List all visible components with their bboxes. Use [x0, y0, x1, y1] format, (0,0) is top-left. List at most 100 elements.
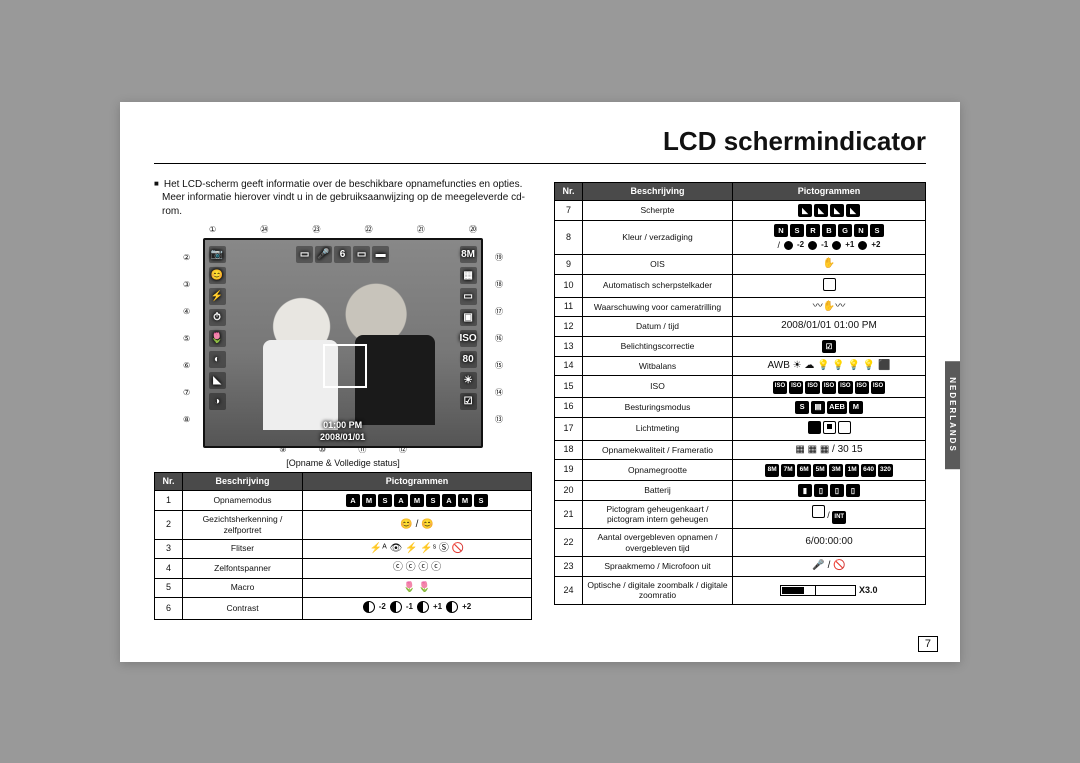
nr-cell: 17	[555, 417, 583, 440]
nr-cell: 6	[155, 598, 183, 620]
nr-cell: 8	[555, 220, 583, 254]
desc-cell: ISO	[583, 376, 733, 397]
nr-cell: 9	[555, 255, 583, 275]
desc-cell: Opnamekwaliteit / Frameratio	[583, 440, 733, 460]
desc-cell: Lichtmeting	[583, 417, 733, 440]
desc-cell: Batterij	[583, 480, 733, 500]
desc-cell: Opnamemodus	[183, 491, 303, 511]
callout-number: ㉓	[312, 226, 320, 234]
table-header: Pictogrammen	[733, 182, 926, 200]
callout-number: ㉒	[365, 226, 373, 234]
table-row: 13Belichtingscorrectie☑	[555, 336, 926, 356]
nr-cell: 1	[155, 491, 183, 511]
table-row: 6Contrast-2-1+1+2	[155, 598, 532, 620]
table-row: 20Batterij▮▯▯▯	[555, 480, 926, 500]
table-row: 23Spraakmemo / Microfoon uit🎤 / 🚫	[555, 557, 926, 577]
table-row: 11Waarschuwing voor cameratrilling〰✋〰	[555, 297, 926, 317]
callout-number: ④	[183, 308, 190, 316]
nr-cell: 22	[555, 529, 583, 557]
desc-cell: Gezichtsherkenning / zelfportret	[183, 511, 303, 539]
desc-cell: OIS	[583, 255, 733, 275]
picto-cell: 🎤 / 🚫	[733, 557, 926, 577]
desc-cell: Automatisch scherpstelkader	[583, 274, 733, 297]
desc-cell: Aantal overgebleven opnamen / overgeblev…	[583, 529, 733, 557]
nr-cell: 5	[155, 578, 183, 598]
picto-cell: ☑	[733, 336, 926, 356]
callout-number: ③	[183, 281, 190, 289]
desc-cell: Macro	[183, 578, 303, 598]
nr-cell: 23	[555, 557, 583, 577]
manual-page: NEDERLANDS LCD schermindicator Het LCD-s…	[120, 102, 960, 662]
callout-number: ⑮	[495, 362, 503, 370]
nr-cell: 7	[555, 200, 583, 220]
desc-cell: Zelfontspanner	[183, 559, 303, 579]
picto-cell: AWB ☀ ☁ 💡 💡 💡 💡 ⬛	[733, 356, 926, 376]
desc-cell: Pictogram geheugenkaart / pictogram inte…	[583, 500, 733, 528]
desc-cell: Flitser	[183, 539, 303, 559]
table-row: 18Opnamekwaliteit / Frameratio▦ ▦ ▦ / 30…	[555, 440, 926, 460]
desc-cell: Scherpte	[583, 200, 733, 220]
nr-cell: 18	[555, 440, 583, 460]
picto-cell: 2008/01/01 01:00 PM	[733, 317, 926, 337]
picto-cell: 8M7M6M5M3M1M640320	[733, 460, 926, 481]
callout-number: ⑤	[183, 335, 190, 343]
callout-number: ⑥	[183, 362, 190, 370]
table-row: 8Kleur / verzadigingNSRBGNS/ -2 -1 +1 +2	[555, 220, 926, 254]
nr-cell: 16	[555, 397, 583, 417]
callout-number: ㉔	[260, 226, 268, 234]
picto-cell: ⚡ᴬ 👁 ⚡ ⚡ˢ Ⓢ 🚫	[303, 539, 532, 559]
table-row: 10Automatisch scherpstelkader	[555, 274, 926, 297]
page-title: LCD schermindicator	[154, 126, 926, 164]
table-row: 24Optische / digitale zoombalk / digital…	[555, 576, 926, 604]
osd-left-icons: 📷😊⚡⏱🌷◐◣◑	[209, 246, 226, 410]
table-row: 9OIS✋	[555, 255, 926, 275]
nr-cell: 14	[555, 356, 583, 376]
picto-cell: 〰✋〰	[733, 297, 926, 317]
nr-cell: 4	[155, 559, 183, 579]
table-row: 12Datum / tijd2008/01/01 01:00 PM	[555, 317, 926, 337]
language-tab: NEDERLANDS	[945, 361, 960, 469]
right-column: Nr.BeschrijvingPictogrammen7Scherpte◣◣◣◣…	[554, 178, 926, 621]
table-header: Nr.	[155, 473, 183, 491]
nr-cell: 10	[555, 274, 583, 297]
desc-cell: Besturingsmodus	[583, 397, 733, 417]
callout-number: ⑧	[183, 416, 190, 424]
desc-cell: Spraakmemo / Microfoon uit	[583, 557, 733, 577]
table-row: 17Lichtmeting	[555, 417, 926, 440]
lcd-screen-mock: 📷😊⚡⏱🌷◐◣◑ ▭ 🎤 6 ▭ ▬ 8M ▦ ▭	[203, 238, 483, 448]
desc-cell: Opnamegrootte	[583, 460, 733, 481]
callout-number: ㉑	[417, 226, 425, 234]
intro-text: Het LCD-scherm geeft informatie over de …	[154, 178, 532, 219]
desc-cell: Belichtingscorrectie	[583, 336, 733, 356]
desc-cell: Waarschuwing voor cameratrilling	[583, 297, 733, 317]
table-header: Pictogrammen	[303, 473, 532, 491]
callout-number: ⑰	[495, 308, 503, 316]
picto-cell: 🌷 🌷	[303, 578, 532, 598]
af-frame	[323, 344, 367, 388]
desc-cell: Optische / digitale zoombalk / digitale …	[583, 576, 733, 604]
callout-number: ⑬	[495, 416, 503, 424]
table-row: 5Macro🌷 🌷	[155, 578, 532, 598]
table-row: 16BesturingsmodusS▤AEBM	[555, 397, 926, 417]
table-row: 1OpnamemodusAMSAMSAMS	[155, 491, 532, 511]
picto-cell: ISOISOISOISOISOISOISO	[733, 376, 926, 397]
table-row: 4Zelfontspannerⓒ ⓒ ⓒ ⓒ	[155, 559, 532, 579]
osd-top-icons: ▭ 🎤 6 ▭ ▬	[205, 246, 481, 263]
desc-cell: Contrast	[183, 598, 303, 620]
table-row: 22Aantal overgebleven opnamen / overgebl…	[555, 529, 926, 557]
nr-cell: 2	[155, 511, 183, 539]
osd-bottom-text: 01:00 PM 2008/01/01	[205, 420, 481, 442]
table-row: 15ISOISOISOISOISOISOISOISO	[555, 376, 926, 397]
nr-cell: 24	[555, 576, 583, 604]
desc-cell: Datum / tijd	[583, 317, 733, 337]
callout-number: ⑱	[495, 281, 503, 289]
table-row: 2Gezichtsherkenning / zelfportret😊 / 😊	[155, 511, 532, 539]
lcd-caption: [Opname & Volledige status]	[154, 458, 532, 468]
callout-number: ⑳	[469, 226, 477, 234]
nr-cell: 20	[555, 480, 583, 500]
callout-number: ②	[183, 254, 190, 262]
nr-cell: 3	[155, 539, 183, 559]
table-row: 3Flitser⚡ᴬ 👁 ⚡ ⚡ˢ Ⓢ 🚫	[155, 539, 532, 559]
picto-cell: 😊 / 😊	[303, 511, 532, 539]
nr-cell: 13	[555, 336, 583, 356]
